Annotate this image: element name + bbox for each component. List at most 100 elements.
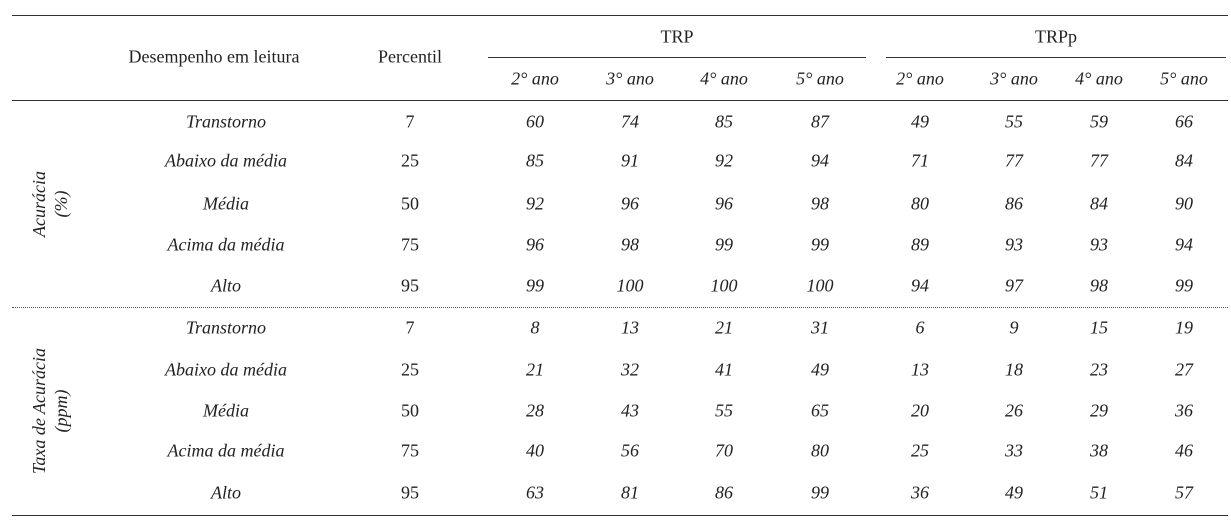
value-cell: 80 bbox=[811, 440, 829, 461]
value-cell: 99 bbox=[1175, 275, 1193, 296]
value-cell: 97 bbox=[1005, 275, 1023, 296]
percentile-cell: 7 bbox=[405, 111, 415, 132]
value-cell: 49 bbox=[911, 111, 929, 132]
value-cell: 90 bbox=[1175, 193, 1193, 214]
value-cell: 21 bbox=[715, 317, 733, 338]
section-label-line: Taxa de Acurácia bbox=[29, 348, 49, 474]
value-cell: 43 bbox=[621, 400, 639, 421]
value-cell: 59 bbox=[1090, 111, 1108, 132]
value-cell: 15 bbox=[1090, 317, 1108, 338]
value-cell: 19 bbox=[1175, 317, 1193, 338]
year-header: 4° ano bbox=[700, 68, 748, 89]
value-cell: 29 bbox=[1090, 400, 1108, 421]
value-cell: 49 bbox=[811, 359, 829, 380]
value-cell: 13 bbox=[621, 317, 639, 338]
value-cell: 99 bbox=[526, 275, 544, 296]
year-header: 3° ano bbox=[990, 68, 1038, 89]
value-cell: 92 bbox=[526, 193, 544, 214]
value-cell: 38 bbox=[1090, 440, 1108, 461]
value-cell: 84 bbox=[1175, 150, 1193, 171]
value-cell: 96 bbox=[526, 234, 544, 255]
value-cell: 94 bbox=[911, 275, 929, 296]
row-label: Transtorno bbox=[185, 111, 267, 132]
value-cell: 28 bbox=[526, 400, 544, 421]
row-label: Alto bbox=[211, 275, 241, 296]
value-cell: 23 bbox=[1090, 359, 1108, 380]
value-cell: 80 bbox=[911, 193, 929, 214]
value-cell: 98 bbox=[621, 234, 639, 255]
value-cell: 74 bbox=[621, 111, 639, 132]
value-cell: 27 bbox=[1175, 359, 1193, 380]
value-cell: 9 bbox=[1009, 317, 1019, 338]
year-header: 2° ano bbox=[896, 68, 944, 89]
group-rule bbox=[886, 57, 1226, 58]
percentile-cell: 95 bbox=[401, 482, 419, 503]
value-cell: 33 bbox=[1005, 440, 1023, 461]
value-cell: 49 bbox=[1005, 482, 1023, 503]
header-rule bbox=[12, 100, 1228, 101]
value-cell: 20 bbox=[911, 400, 929, 421]
value-cell: 94 bbox=[811, 150, 829, 171]
percentile-cell: 7 bbox=[405, 317, 415, 338]
row-label: Acima da média bbox=[167, 440, 285, 461]
value-cell: 96 bbox=[715, 193, 733, 214]
percentile-cell: 25 bbox=[401, 150, 419, 171]
value-cell: 32 bbox=[621, 359, 639, 380]
value-cell: 85 bbox=[526, 150, 544, 171]
value-cell: 6 bbox=[915, 317, 925, 338]
value-cell: 66 bbox=[1175, 111, 1193, 132]
value-cell: 98 bbox=[1090, 275, 1108, 296]
value-cell: 87 bbox=[811, 111, 829, 132]
value-cell: 56 bbox=[621, 440, 639, 461]
value-cell: 77 bbox=[1005, 150, 1023, 171]
value-cell: 84 bbox=[1090, 193, 1108, 214]
section-label-line: (ppm) bbox=[51, 389, 71, 433]
section-label: Acurácia (%) bbox=[28, 171, 72, 237]
percentile-cell: 75 bbox=[401, 234, 419, 255]
value-cell: 93 bbox=[1005, 234, 1023, 255]
year-header: 4° ano bbox=[1075, 68, 1123, 89]
row-label: Média bbox=[203, 193, 249, 214]
value-cell: 99 bbox=[715, 234, 733, 255]
section-label: Taxa de Acurácia (ppm) bbox=[28, 348, 72, 474]
value-cell: 55 bbox=[1005, 111, 1023, 132]
bottom-rule bbox=[12, 515, 1228, 516]
value-cell: 60 bbox=[526, 111, 544, 132]
value-cell: 98 bbox=[811, 193, 829, 214]
value-cell: 51 bbox=[1090, 482, 1108, 503]
section-rule bbox=[12, 307, 1228, 308]
percentile-cell: 95 bbox=[401, 275, 419, 296]
value-cell: 13 bbox=[911, 359, 929, 380]
percentile-cell: 75 bbox=[401, 440, 419, 461]
value-cell: 89 bbox=[911, 234, 929, 255]
percentile-cell: 50 bbox=[401, 400, 419, 421]
value-cell: 100 bbox=[710, 275, 738, 296]
year-header: 3° ano bbox=[606, 68, 654, 89]
value-cell: 81 bbox=[621, 482, 639, 503]
value-cell: 18 bbox=[1005, 359, 1023, 380]
row-label: Abaixo da média bbox=[165, 150, 287, 171]
year-header: 2° ano bbox=[511, 68, 559, 89]
value-cell: 100 bbox=[806, 275, 834, 296]
value-cell: 93 bbox=[1090, 234, 1108, 255]
group-rule bbox=[488, 57, 866, 58]
section-label-line: (%) bbox=[51, 190, 71, 218]
value-cell: 99 bbox=[811, 234, 829, 255]
value-cell: 31 bbox=[811, 317, 829, 338]
year-header: 5° ano bbox=[796, 68, 844, 89]
value-cell: 21 bbox=[526, 359, 544, 380]
row-label: Abaixo da média bbox=[165, 359, 287, 380]
value-cell: 55 bbox=[715, 400, 733, 421]
value-cell: 36 bbox=[1175, 400, 1193, 421]
row-label: Transtorno bbox=[185, 317, 267, 338]
value-cell: 71 bbox=[911, 150, 929, 171]
value-cell: 8 bbox=[530, 317, 540, 338]
header-cell: Desempenho em leitura bbox=[128, 46, 300, 67]
value-cell: 86 bbox=[1005, 193, 1023, 214]
header-cell: Percentil bbox=[378, 46, 442, 67]
value-cell: 86 bbox=[715, 482, 733, 503]
value-cell: 63 bbox=[526, 482, 544, 503]
value-cell: 85 bbox=[715, 111, 733, 132]
value-cell: 26 bbox=[1005, 400, 1023, 421]
